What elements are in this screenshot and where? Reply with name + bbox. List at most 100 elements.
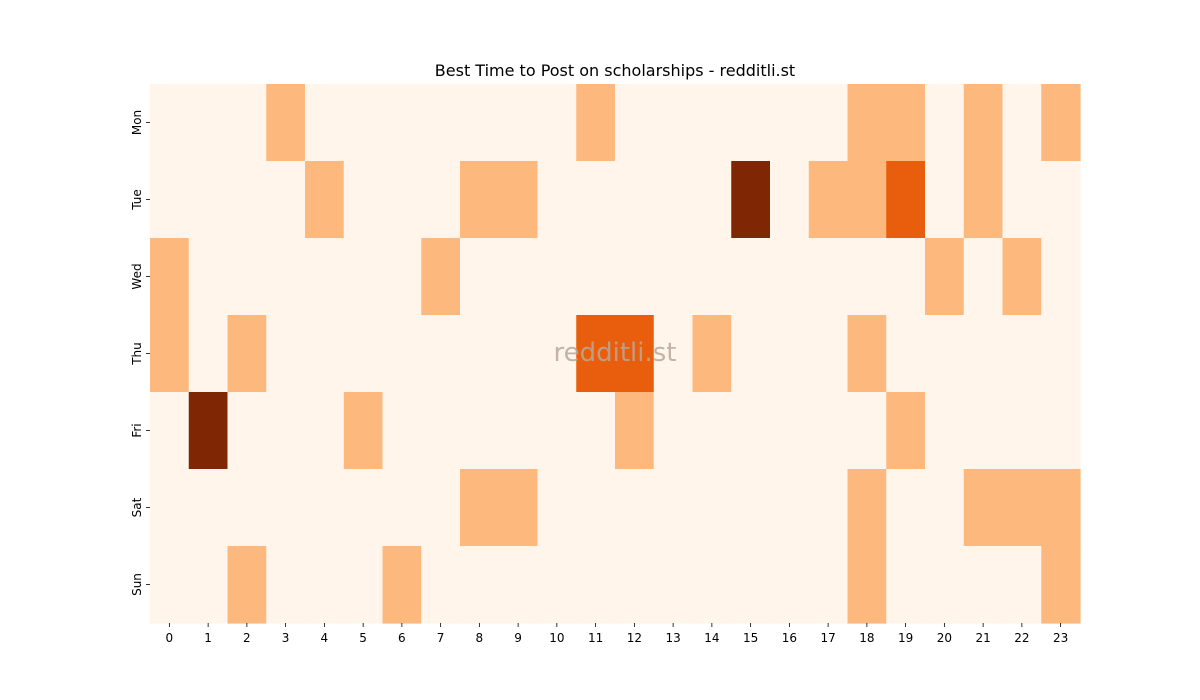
x-tick-label: 17 (820, 631, 835, 645)
heatmap-cell-thu-16 (770, 315, 810, 393)
heatmap-cell-wed-20 (925, 238, 965, 316)
heatmap-cell-wed-4 (305, 238, 345, 316)
heatmap-cell-tue-21 (963, 161, 1004, 239)
x-tick-label: 5 (359, 631, 367, 645)
heatmap-cell-mon-9 (498, 84, 539, 162)
heatmap-cell-sat-14 (692, 469, 732, 547)
heatmap-cell-mon-15 (731, 84, 771, 162)
heatmap-cell-mon-3 (266, 84, 306, 162)
heatmap-cell-mon-2 (227, 84, 267, 162)
x-tick-label: 15 (743, 631, 758, 645)
heatmap-cell-sat-16 (770, 469, 810, 547)
heatmap-cell-thu-0 (150, 315, 190, 393)
heatmap-cell-sun-23 (1041, 546, 1081, 624)
x-tick-label: 19 (898, 631, 913, 645)
heatmap-cell-fri-14 (692, 392, 732, 470)
heatmap-cell-wed-22 (1002, 238, 1042, 316)
y-tick-label: Fri (130, 423, 144, 437)
heatmap-cell-sun-17 (808, 546, 849, 624)
heatmap-cell-wed-3 (266, 238, 306, 316)
heatmap-cell-sun-13 (653, 546, 694, 624)
heatmap-cell-thu-1 (188, 315, 229, 393)
heatmap-cell-tue-19 (886, 161, 926, 239)
heatmap-cell-sun-0 (150, 546, 190, 624)
heatmap-cell-fri-10 (537, 392, 577, 470)
heatmap-cell-tue-1 (188, 161, 229, 239)
heatmap-cell-sun-7 (421, 546, 461, 624)
x-tick-label: 13 (665, 631, 680, 645)
x-tick-label: 14 (704, 631, 719, 645)
heatmap-cell-thu-18 (847, 315, 887, 393)
heatmap-cell-tue-14 (692, 161, 732, 239)
heatmap-cell-thu-8 (460, 315, 500, 393)
heatmap-cell-thu-14 (692, 315, 732, 393)
heatmap-cell-mon-23 (1041, 84, 1081, 162)
heatmap-cell-fri-21 (963, 392, 1004, 470)
heatmap-cell-thu-5 (343, 315, 384, 393)
watermark: redditli.st (554, 338, 677, 368)
heatmap-cell-fri-15 (731, 392, 771, 470)
heatmap-cell-sun-10 (537, 546, 577, 624)
heatmap-cell-fri-7 (421, 392, 461, 470)
heatmap-cell-fri-5 (343, 392, 384, 470)
heatmap-cell-tue-6 (382, 161, 422, 239)
heatmap-cell-tue-17 (808, 161, 849, 239)
heatmap-cell-sun-9 (498, 546, 539, 624)
heatmap-cell-mon-0 (150, 84, 190, 162)
heatmap-cell-thu-17 (808, 315, 849, 393)
heatmap-cell-fri-16 (770, 392, 810, 470)
heatmap-cell-thu-2 (227, 315, 267, 393)
heatmap-cell-thu-19 (886, 315, 926, 393)
heatmap-cell-thu-3 (266, 315, 306, 393)
x-tick-label: 20 (937, 631, 952, 645)
x-tick-label: 16 (782, 631, 797, 645)
heatmap-cell-mon-12 (615, 84, 655, 162)
heatmap-cell-sat-15 (731, 469, 771, 547)
heatmap-cell-sat-1 (188, 469, 229, 547)
heatmap-cell-tue-10 (537, 161, 577, 239)
heatmap-cell-mon-5 (343, 84, 384, 162)
heatmap-cell-fri-4 (305, 392, 345, 470)
heatmap-cell-tue-20 (925, 161, 965, 239)
heatmap-cell-wed-8 (460, 238, 500, 316)
heatmap-cell-sat-17 (808, 469, 849, 547)
x-axis: 0 1 2 3 4 5 6 7 8 9 10 11 12 13 14 15 16 17 18 19 20 21 22 23 (166, 623, 1068, 645)
heatmap-cell-fri-20 (925, 392, 965, 470)
x-tick-label: 22 (1014, 631, 1029, 645)
heatmap-cell-tue-23 (1041, 161, 1081, 239)
heatmap-cell-thu-23 (1041, 315, 1081, 393)
heatmap-cell-wed-9 (498, 238, 539, 316)
heatmap-cells (150, 84, 1081, 624)
heatmap-cell-wed-11 (576, 238, 616, 316)
heatmap-cell-mon-8 (460, 84, 500, 162)
heatmap-cell-sun-3 (266, 546, 306, 624)
heatmap-cell-thu-13 (653, 315, 694, 393)
y-tick-label: Mon (130, 110, 144, 135)
heatmap-cell-sun-1 (188, 546, 229, 624)
heatmap-cell-thu-10 (537, 315, 577, 393)
heatmap-cell-tue-5 (343, 161, 384, 239)
heatmap-cell-mon-17 (808, 84, 849, 162)
heatmap-cell-sun-22 (1002, 546, 1042, 624)
heatmap-cell-thu-7 (421, 315, 461, 393)
heatmap-cell-fri-11 (576, 392, 616, 470)
heatmap-cell-fri-2 (227, 392, 267, 470)
heatmap-cell-fri-0 (150, 392, 190, 470)
heatmap-cell-sun-8 (460, 546, 500, 624)
heatmap-cell-sat-19 (886, 469, 926, 547)
x-tick-label: 8 (476, 631, 484, 645)
heatmap-cell-sun-5 (343, 546, 384, 624)
heatmap-cell-tue-9 (498, 161, 539, 239)
heatmap-cell-tue-12 (615, 161, 655, 239)
heatmap-cell-fri-6 (382, 392, 422, 470)
heatmap-cell-mon-16 (770, 84, 810, 162)
y-axis: Mon Tue Wed Thu Fri Sat Sun (130, 110, 150, 596)
heatmap-cell-thu-6 (382, 315, 422, 393)
heatmap-cell-mon-18 (847, 84, 887, 162)
heatmap-cell-mon-21 (963, 84, 1004, 162)
x-tick-label: 9 (514, 631, 522, 645)
heatmap-cell-sat-12 (615, 469, 655, 547)
heatmap-cell-fri-12 (615, 392, 655, 470)
chart-title: Best Time to Post on scholarships - redd… (435, 61, 795, 80)
x-tick-label: 12 (627, 631, 642, 645)
